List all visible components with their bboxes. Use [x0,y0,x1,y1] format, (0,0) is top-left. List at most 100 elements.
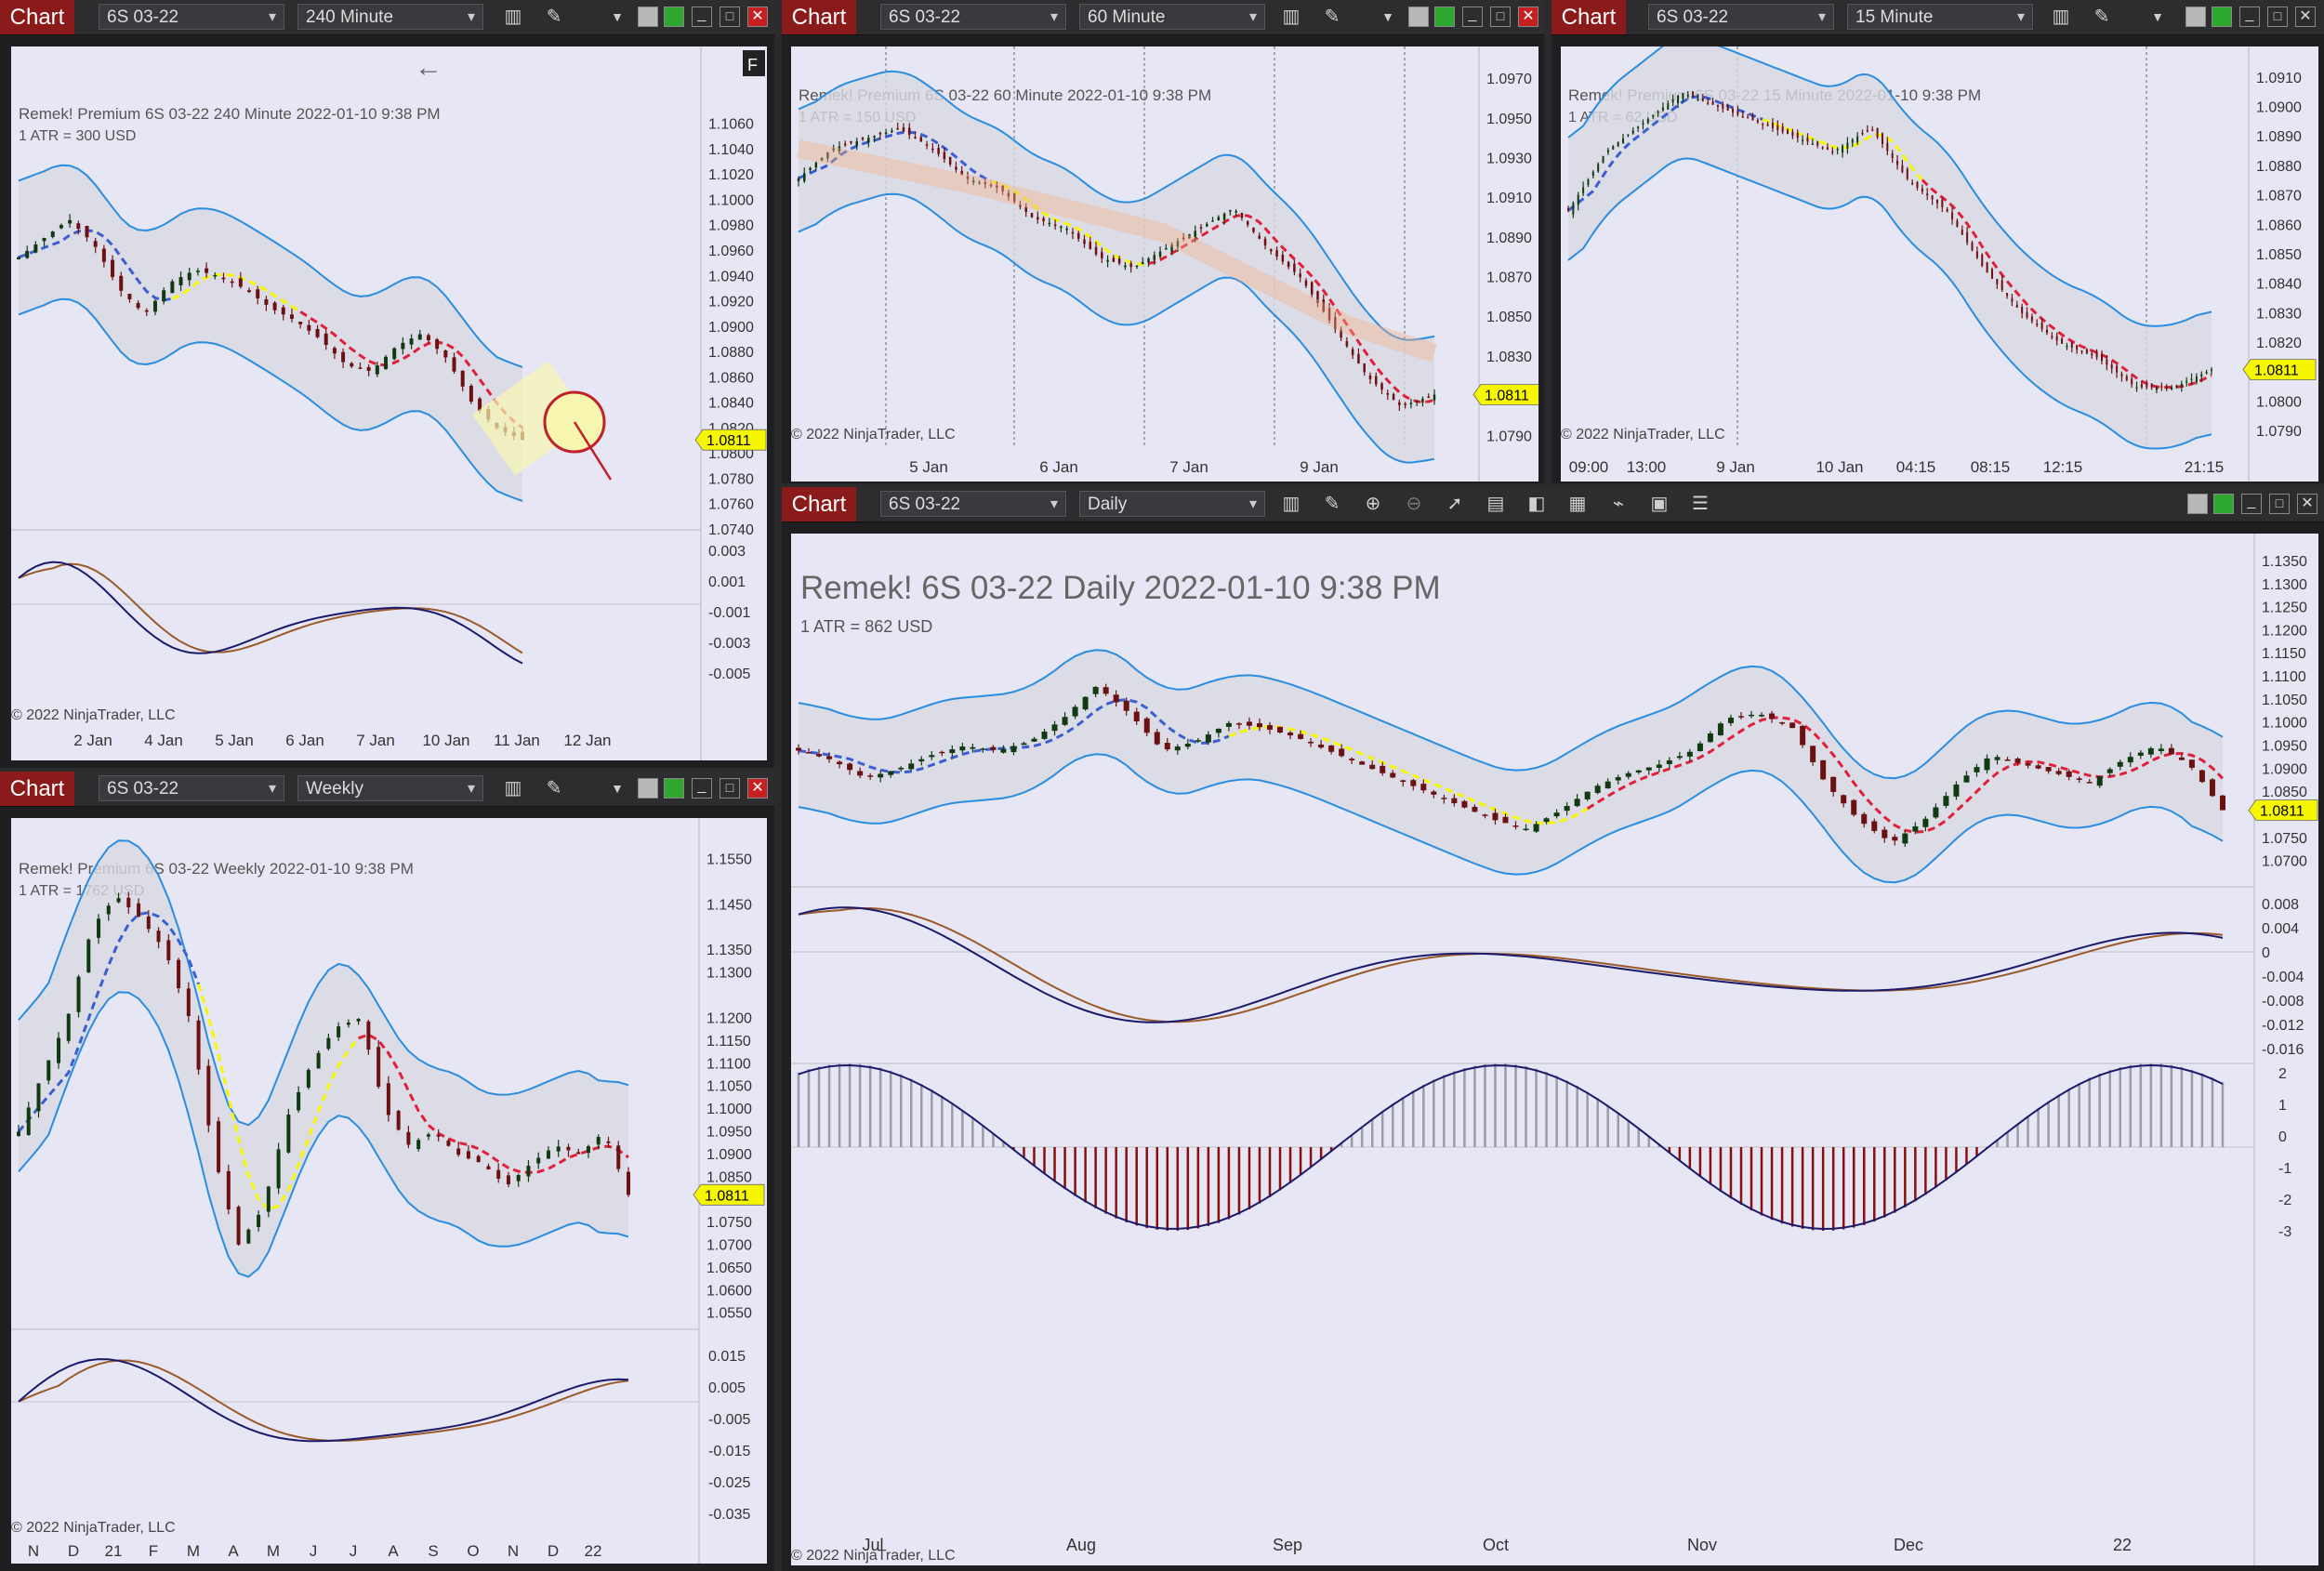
histogram-overlay-line [798,1063,2224,1231]
instrument-select[interactable]: 6S 03-22 ▾ [1648,4,1834,30]
last-price-tag [2242,359,2317,381]
pointer-icon[interactable]: ➚ [1446,494,1463,514]
properties-icon[interactable]: ◧ [1527,494,1546,514]
candle-body [1351,349,1354,355]
chart-svg-daily[interactable]: Remek! 6S 03-22 Daily 2022-01-10 9:38 PM… [791,534,2318,1565]
green-swatch-button[interactable] [1434,7,1455,27]
chart-label[interactable]: Chart [782,487,856,521]
gray-swatch-button[interactable] [1408,7,1429,27]
templates-icon[interactable]: ▣ [1650,494,1669,514]
minimize-button[interactable]: _ [692,7,712,27]
gray-swatch-button[interactable] [2187,494,2208,514]
close-button[interactable]: ✕ [747,778,768,799]
chevron-down-icon: ▾ [268,781,276,797]
close-button[interactable]: ✕ [2297,494,2317,514]
candle-body [2185,381,2188,383]
candle-body [1117,258,1121,264]
maximize-button[interactable]: □ [2267,7,2288,27]
plot-area[interactable]: Remek! Premium 6S 03-22 Weekly 2022-01-1… [11,818,767,1564]
green-swatch-button[interactable] [664,7,684,27]
instrument-select[interactable]: 6S 03-22 ▾ [99,4,284,30]
minimize-button[interactable]: _ [1462,7,1483,27]
y-tick-label: 1.0940 [708,269,754,284]
candle-body [1846,142,1849,149]
y-tick-label: 1.0910 [1486,191,1532,206]
chart-svg-60min[interactable]: Remek! Premium 6S 03-22 60 Minute 2022-0… [791,46,1545,482]
zoom-out-icon[interactable]: ⊖ [1406,494,1422,514]
instrument-value: 6S 03-22 [889,495,961,514]
bar-style-icon[interactable]: ▥ [2052,7,2070,27]
candle-body [896,127,899,130]
bar-style-icon[interactable]: ▥ [504,7,522,27]
data-box-icon[interactable]: ▤ [1486,494,1505,514]
drawing-tool-icon[interactable]: ✎ [1324,7,1340,27]
drawing-tool-icon[interactable]: ✎ [546,778,562,799]
minimize-button[interactable]: _ [2239,7,2260,27]
osc-y-tick: 0.008 [2262,897,2299,913]
gray-swatch-button[interactable] [2185,7,2206,27]
strategies-icon[interactable]: ⌁ [1612,494,1625,514]
minimize-button[interactable]: _ [692,778,712,799]
close-button[interactable]: ✕ [1518,7,1538,27]
chart-label[interactable]: Chart [1552,0,1626,34]
maximize-button[interactable]: □ [2269,494,2290,514]
candle-body [1926,193,1929,196]
osc-y-tick: -0.005 [708,1412,750,1428]
minimize-button[interactable]: _ [2241,494,2262,514]
gray-swatch-button[interactable] [638,778,658,799]
indicators-icon[interactable]: ▦ [1568,494,1587,514]
drawing-tool-icon[interactable]: ✎ [1324,494,1340,514]
instrument-select[interactable]: 6S 03-22 ▾ [99,775,284,801]
interval-select[interactable]: Weekly ▾ [297,775,483,801]
close-button[interactable]: ✕ [747,7,768,27]
bar-style-icon[interactable]: ▥ [1282,7,1301,27]
candle-body [536,1157,541,1164]
bar-style-icon[interactable]: ▥ [1282,494,1301,514]
chart-svg-240min[interactable]: Remek! Premium 6S 03-22 240 Minute 2022-… [11,46,767,760]
interval-select[interactable]: 60 Minute ▾ [1079,4,1265,30]
candle-body [358,367,363,369]
plot-area[interactable]: Remek! 6S 03-22 Daily 2022-01-10 9:38 PM… [791,534,2318,1565]
drawing-tool-icon[interactable]: ✎ [2093,7,2110,27]
candle-body [1966,231,1969,243]
maximize-button[interactable]: □ [1490,7,1511,27]
plot-area[interactable]: Remek! Premium 6S 03-22 240 Minute 2022-… [11,46,767,760]
list-icon[interactable]: ☰ [1692,494,1709,514]
drawing-tool-icon[interactable]: ✎ [546,7,562,27]
chart-label[interactable]: Chart [0,772,74,806]
candle-body [1996,279,1999,284]
plot-area[interactable]: Remek! Premium 6S 03-22 60 Minute 2022-0… [791,46,1545,482]
candle-body [1806,138,1809,142]
gray-swatch-button[interactable] [638,7,658,27]
osc-weekly-macd-line [18,1358,629,1443]
more-chevron-icon[interactable]: ▼ [1381,9,1394,24]
candle-body [187,272,191,281]
maximize-button[interactable]: □ [720,7,740,27]
y-tick-label: 1.0850 [706,1169,752,1185]
close-button[interactable]: ✕ [2295,7,2316,27]
green-swatch-button[interactable] [2212,7,2232,27]
candle-body [1922,818,1929,827]
chart-svg-15min[interactable]: Remek! Premium 6S 03-22 15 Minute 2022-0… [1561,34,2318,482]
interval-select[interactable]: Daily ▾ [1079,491,1265,517]
interval-select[interactable]: 15 Minute ▾ [1847,4,2033,30]
zoom-in-icon[interactable]: ⊕ [1365,494,1381,514]
candle-body [1363,363,1366,373]
instrument-select[interactable]: 6S 03-22 ▾ [880,4,1066,30]
more-chevron-icon[interactable]: ▼ [2151,9,2164,24]
maximize-button[interactable]: □ [720,778,740,799]
candle-body [797,178,800,181]
instrument-select[interactable]: 6S 03-22 ▾ [880,491,1066,517]
interval-select[interactable]: 240 Minute ▾ [297,4,483,30]
chart-label[interactable]: Chart [782,0,856,34]
green-swatch-button[interactable] [664,778,684,799]
y-tick-label: 1.0880 [708,345,754,361]
chart-svg-weekly[interactable]: Remek! Premium 6S 03-22 Weekly 2022-01-1… [11,818,767,1564]
candle-body [2045,329,2048,334]
plot-area[interactable]: Remek! Premium 6S 03-22 15 Minute 2022-0… [1561,34,2318,482]
more-chevron-icon[interactable]: ▼ [611,9,624,24]
more-chevron-icon[interactable]: ▼ [611,781,624,796]
bar-style-icon[interactable]: ▥ [504,778,522,799]
chart-label[interactable]: Chart [0,0,74,34]
green-swatch-button[interactable] [2213,494,2234,514]
